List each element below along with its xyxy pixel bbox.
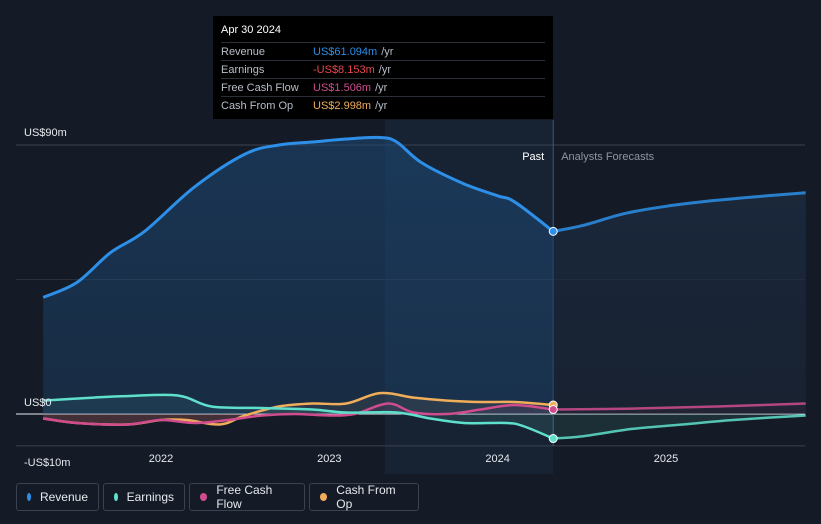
legend-dot-icon (27, 493, 31, 501)
axis-labels: US$90m US$0 -US$10m 2022 2023 2024 2025 Past Ana… (24, 127, 678, 469)
tooltip-row-unit: /yr (375, 99, 388, 112)
free-cash-flow-line (43, 402, 554, 426)
tooltip-row-name: Free Cash Flow (221, 81, 299, 94)
legend-label: Free Cash Flow (216, 483, 273, 511)
legend-dot-icon (114, 493, 118, 501)
tooltip-row-value: -US$8.153m (313, 63, 375, 76)
tooltip-row-name: Cash From Op (221, 99, 294, 112)
x-tick-2022: 2022 (149, 453, 173, 465)
y-label-top: US$90m (24, 127, 67, 139)
tooltip-row-name: Earnings (221, 63, 265, 76)
tooltip-row: Free Cash Flow US$1.506m/yr (221, 78, 545, 96)
earnings-line (43, 393, 554, 440)
past-label: Past (522, 151, 544, 163)
earnings-marker (548, 434, 558, 444)
series-lines (42, 135, 806, 440)
tooltip-row: Earnings -US$8.153m/yr (221, 60, 545, 78)
revenue-forecast-area (553, 192, 806, 414)
legend-label: Cash From Op (336, 483, 396, 511)
tooltip-row: Cash From Op US$2.998m/yr (221, 96, 545, 114)
free-cash-flow-marker (548, 405, 558, 415)
earnings-forecast-area (553, 414, 806, 439)
legend-dot-icon (200, 493, 208, 501)
tooltip-row-value: US$1.506m (313, 81, 372, 94)
legend-item-cash-from-op[interactable]: Cash From Op (309, 483, 419, 511)
series-markers (548, 226, 558, 444)
legend-item-revenue[interactable]: Revenue (16, 483, 99, 511)
y-label-zero: US$0 (24, 397, 52, 409)
hover-tooltip: Apr 30 2024 Revenue US$61.094m/yr Earnings… (213, 16, 553, 119)
series-areas (43, 137, 806, 439)
forecast-label: Analysts Forecasts (561, 151, 654, 163)
tooltip-row-unit: /yr (381, 45, 394, 58)
tooltip-date: Apr 30 2024 (221, 24, 281, 36)
free-cash-flow-forecast-line (553, 402, 806, 411)
tooltip-row-value: US$2.998m (313, 99, 372, 112)
tooltip-row-unit: /yr (378, 63, 391, 76)
revenue-forecast-line (552, 191, 806, 233)
earnings-forecast-line (553, 414, 806, 440)
legend-item-free-cash-flow[interactable]: Free Cash Flow (189, 483, 305, 511)
legend-item-earnings[interactable]: Earnings (103, 483, 185, 511)
x-tick-2023: 2023 (317, 453, 341, 465)
tooltip-row-value: US$61.094m (313, 45, 378, 58)
legend-label: Revenue (39, 490, 88, 504)
tooltip-rows: Revenue US$61.094m/yr Earnings -US$8.153m/y… (221, 42, 545, 114)
tooltip-row-unit: /yr (375, 81, 388, 94)
x-tick-2025: 2025 (654, 453, 678, 465)
x-tick-2024: 2024 (485, 453, 509, 465)
legend-label: Earnings (126, 490, 174, 504)
tooltip-row-name: Revenue (221, 45, 266, 58)
y-label-bottom: -US$10m (24, 457, 70, 469)
revenue-area (43, 137, 554, 414)
chart-area: US$90m US$0 -US$10m 2022 2023 2024 2025 Past Ana… (16, 120, 806, 474)
revenue-line (42, 135, 555, 299)
legend-dot-icon (320, 493, 328, 501)
tooltip-row: Revenue US$61.094m/yr (221, 42, 545, 60)
revenue-marker (548, 226, 558, 236)
